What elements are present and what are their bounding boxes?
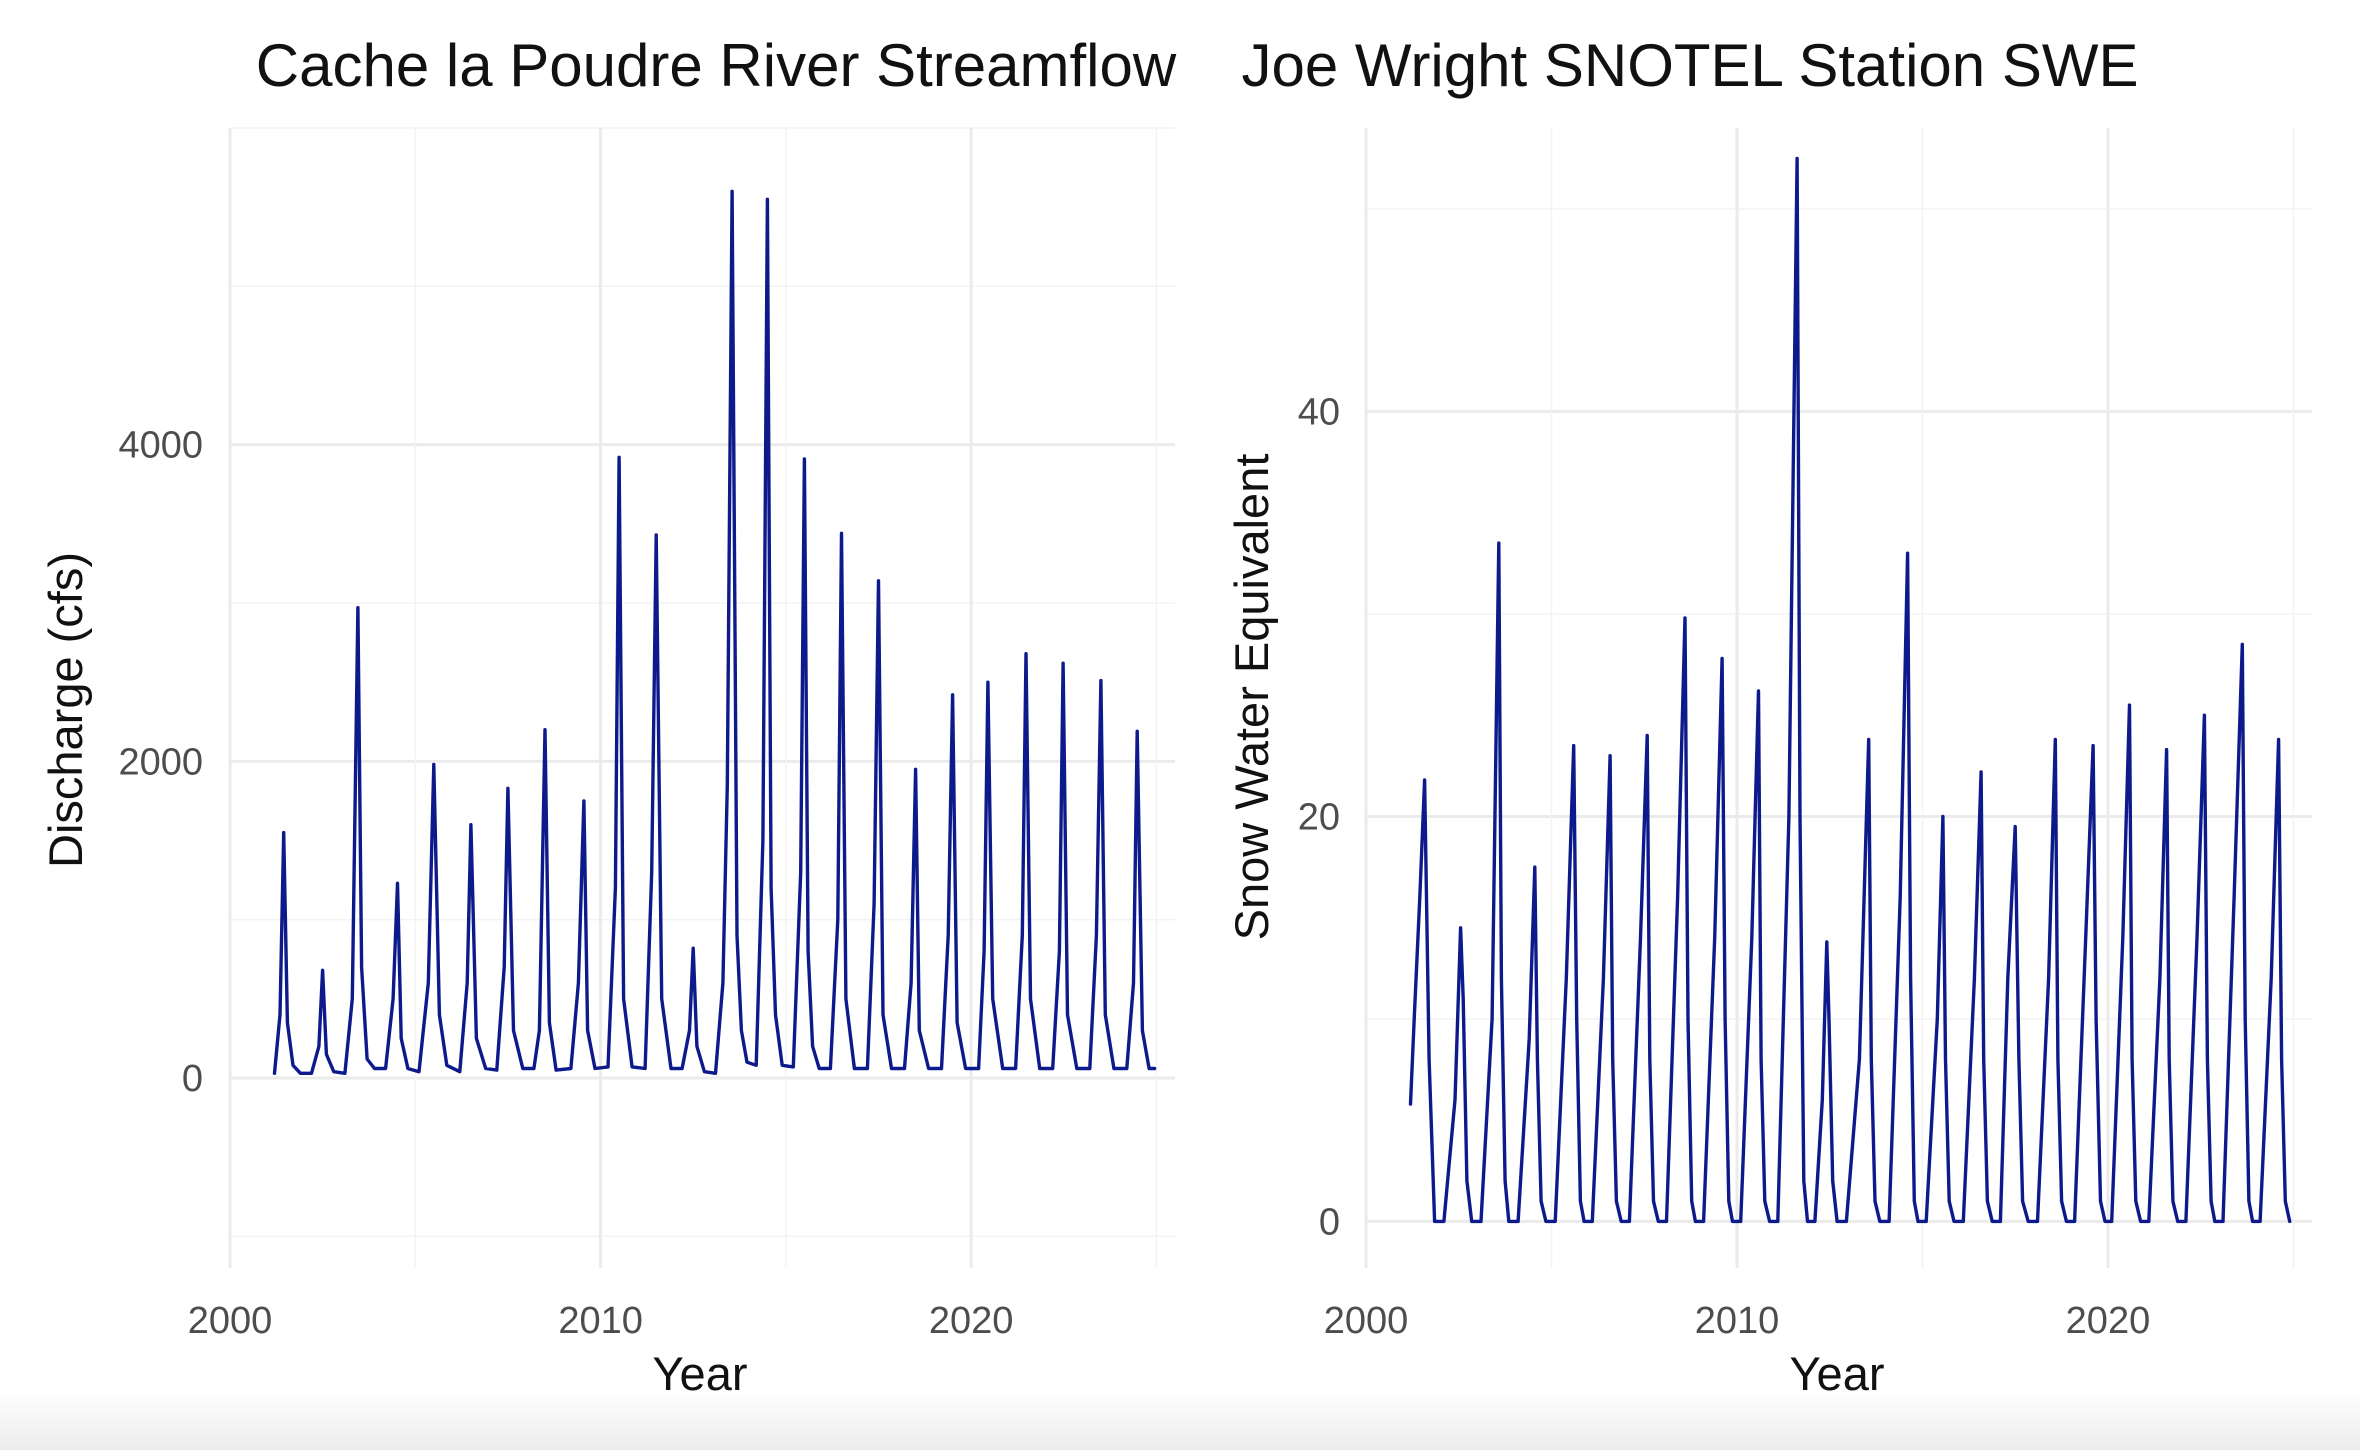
streamflow-panel: 2000 2010 2020 0 2000 4000 Cache la Poudre R… [39,32,1177,1400]
swe-x-tick-label: 2010 [1695,1300,1780,1342]
streamflow-chart-title: Cache la Poudre River Streamflow [256,32,1177,99]
streamflow-x-tick-labels: 2000 2010 2020 [188,1300,1014,1342]
streamflow-y-axis-title: Discharge (cfs) [39,552,92,868]
swe-y-axis-title: Snow Water Equivalent [1225,454,1278,941]
streamflow-x-tick-label: 2020 [929,1300,1014,1342]
bottom-shade [0,1390,2360,1450]
swe-chart-title: Joe Wright SNOTEL Station SWE [1242,32,2139,99]
streamflow-y-tick-label: 0 [182,1058,203,1100]
swe-x-tick-labels: 2000 2010 2020 [1324,1300,2151,1342]
swe-y-tick-label: 20 [1298,796,1340,838]
swe-y-tick-label: 40 [1298,391,1340,433]
streamflow-line [272,189,1157,1075]
swe-panel: 2000 2010 2020 0 20 40 Joe Wright SNOTEL Sta… [1225,32,2312,1400]
swe-x-tick-label: 2020 [2066,1300,2151,1342]
swe-y-tick-label: 0 [1319,1201,1340,1243]
streamflow-y-tick-labels: 0 2000 4000 [118,425,203,1100]
streamflow-y-tick-label: 4000 [118,425,203,467]
swe-y-tick-labels: 0 20 40 [1298,391,1340,1243]
swe-x-tick-label: 2000 [1324,1300,1409,1342]
swe-line [1408,156,2292,1224]
streamflow-gridlines [228,127,1175,1268]
streamflow-x-tick-label: 2010 [558,1300,643,1342]
streamflow-x-tick-label: 2000 [188,1300,273,1342]
streamflow-y-tick-label: 2000 [118,741,203,783]
